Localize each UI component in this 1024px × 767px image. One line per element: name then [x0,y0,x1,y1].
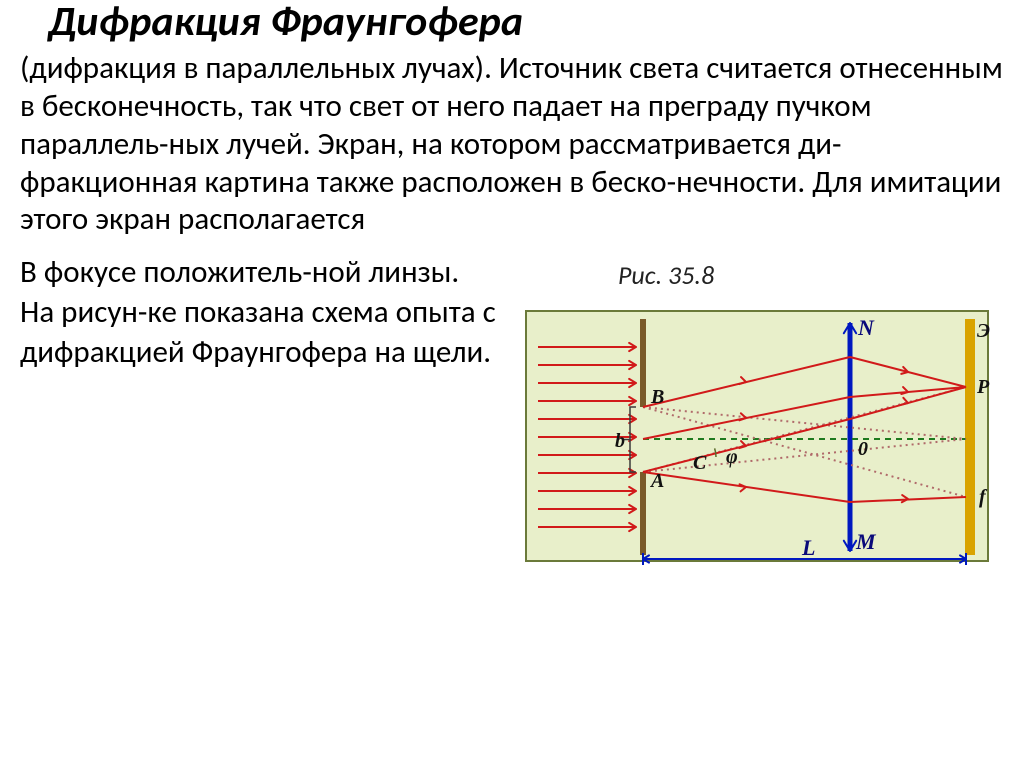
svg-text:Э: Э [977,320,990,342]
svg-text:B: B [650,386,664,408]
svg-text:C: C [693,452,707,474]
svg-text:0: 0 [858,438,868,460]
paragraph-1: (дифракция в параллельных лучах). Источн… [20,50,1004,239]
svg-text:L: L [801,535,815,560]
svg-text:P: P [976,376,990,398]
page-title: Дифракция Фраунгофера [48,0,1004,44]
svg-text:M: M [855,529,877,554]
svg-text:φ: φ [726,446,738,468]
figure-label: Рис. 35.8 [618,259,1004,291]
svg-text:A: A [649,470,664,492]
svg-text:b: b [615,430,625,452]
paragraph-2: В фокусе положитель-ной линзы. На рисун-… [20,253,500,372]
fraunhofer-diagram: NMЭPfBACb0φL [518,297,998,577]
svg-text:N: N [857,315,875,340]
